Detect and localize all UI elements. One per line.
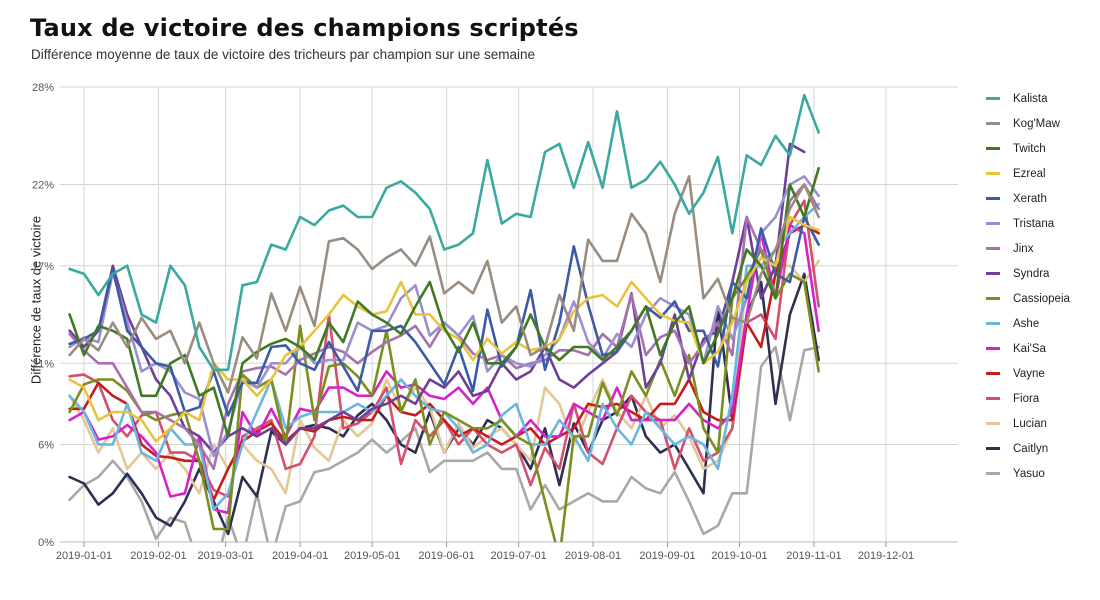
legend-item: Caitlyn bbox=[986, 436, 1096, 461]
legend-swatch bbox=[986, 422, 1000, 425]
legend-swatch bbox=[986, 122, 1000, 125]
legend-swatch bbox=[986, 147, 1000, 150]
series-line-kalista bbox=[68, 93, 821, 372]
series-lines bbox=[68, 93, 821, 542]
series-line-syndra bbox=[68, 142, 806, 454]
x-tick-label: 2019-12-01 bbox=[858, 550, 914, 562]
series-line-ezreal bbox=[68, 215, 821, 443]
legend-label: Twitch bbox=[1013, 142, 1046, 155]
legend-swatch bbox=[986, 447, 1000, 450]
legend-label: Kalista bbox=[1013, 92, 1048, 105]
legend-item: Lucian bbox=[986, 411, 1096, 436]
legend-label: Kai'Sa bbox=[1013, 342, 1046, 355]
legend-item: Fiora bbox=[986, 386, 1096, 411]
legend-item: Kog'Maw bbox=[986, 111, 1096, 136]
legend-item: Vayne bbox=[986, 361, 1096, 386]
legend-swatch bbox=[986, 197, 1000, 200]
x-tick-label: 2019-03-01 bbox=[198, 550, 254, 562]
chart-title: Taux de victoire des champions scriptés bbox=[30, 14, 579, 42]
legend-swatch bbox=[986, 372, 1000, 375]
x-tick-label: 2019-10-01 bbox=[711, 550, 767, 562]
legend-label: Ashe bbox=[1013, 317, 1040, 330]
legend-swatch bbox=[986, 297, 1000, 300]
legend-swatch bbox=[986, 347, 1000, 350]
legend-item: Xerath bbox=[986, 186, 1096, 211]
legend-label: Vayne bbox=[1013, 367, 1045, 380]
legend-swatch bbox=[986, 172, 1000, 175]
x-tick-label: 2019-04-01 bbox=[272, 550, 328, 562]
x-tick-label: 2019-07-01 bbox=[490, 550, 546, 562]
series-line-twitch bbox=[68, 167, 821, 438]
legend-label: Caitlyn bbox=[1013, 442, 1049, 455]
y-tick-label: 0% bbox=[38, 537, 54, 549]
x-tick-label: 2019-02-01 bbox=[130, 550, 186, 562]
legend-label: Kog'Maw bbox=[1013, 117, 1060, 130]
x-tick-label: 2019-05-01 bbox=[344, 550, 400, 562]
legend-item: Yasuo bbox=[986, 461, 1096, 486]
legend-label: Yasuo bbox=[1013, 467, 1045, 480]
legend-swatch bbox=[986, 322, 1000, 325]
legend-item: Twitch bbox=[986, 136, 1096, 161]
legend-item: Ezreal bbox=[986, 161, 1096, 186]
x-tick-label: 2019-08-01 bbox=[565, 550, 621, 562]
legend-item: Jinx bbox=[986, 236, 1096, 261]
x-tick-label: 2019-01-01 bbox=[56, 550, 112, 562]
y-tick-label: 17% bbox=[32, 261, 54, 273]
series-line-lucian bbox=[68, 259, 821, 495]
y-tick-label: 11% bbox=[33, 358, 54, 370]
series-line-kog-maw bbox=[68, 175, 821, 394]
legend-swatch bbox=[986, 397, 1000, 400]
y-tick-label: 6% bbox=[38, 440, 54, 452]
x-tick-label: 2019-11-01 bbox=[786, 550, 841, 562]
legend-label: Syndra bbox=[1013, 267, 1050, 280]
legend-label: Tristana bbox=[1013, 217, 1055, 230]
x-tick-label: 2019-06-01 bbox=[418, 550, 474, 562]
legend-item: Cassiopeia bbox=[986, 286, 1096, 311]
legend-item: Syndra bbox=[986, 261, 1096, 286]
legend-label: Fiora bbox=[1013, 392, 1040, 405]
series-line-vayne bbox=[68, 223, 821, 502]
legend-item: Kai'Sa bbox=[986, 336, 1096, 361]
series-line-cassiopeia bbox=[68, 248, 821, 542]
legend-label: Ezreal bbox=[1013, 167, 1046, 180]
legend-label: Jinx bbox=[1013, 242, 1034, 255]
legend-label: Cassiopeia bbox=[1013, 292, 1070, 305]
legend-item: Ashe bbox=[986, 311, 1096, 336]
legend-label: Xerath bbox=[1013, 192, 1047, 205]
legend-item: Kalista bbox=[986, 86, 1096, 111]
legend-swatch bbox=[986, 247, 1000, 250]
legend-item: Tristana bbox=[986, 211, 1096, 236]
legend-swatch bbox=[986, 472, 1000, 475]
legend: Kalista Kog'Maw Twitch Ezreal Xerath Tristana… bbox=[986, 86, 1096, 486]
series-line-kai-sa bbox=[68, 223, 821, 515]
chart-subtitle: Différence moyenne de taux de victoire d… bbox=[31, 47, 536, 62]
y-tick-label: 28% bbox=[32, 82, 54, 94]
legend-swatch bbox=[986, 222, 1000, 225]
series-line-yasuo bbox=[68, 345, 821, 542]
x-tick-label: 2019-09-01 bbox=[639, 550, 695, 562]
legend-label: Lucian bbox=[1013, 417, 1047, 430]
axis-ticks: 0% 6% 11% 17% 22% 28% 2019-01-01 2019-02-01 2019… bbox=[32, 82, 914, 562]
legend-swatch bbox=[986, 272, 1000, 275]
legend-swatch bbox=[986, 97, 1000, 100]
y-tick-label: 22% bbox=[32, 180, 54, 192]
series-line-xerath bbox=[68, 215, 821, 417]
